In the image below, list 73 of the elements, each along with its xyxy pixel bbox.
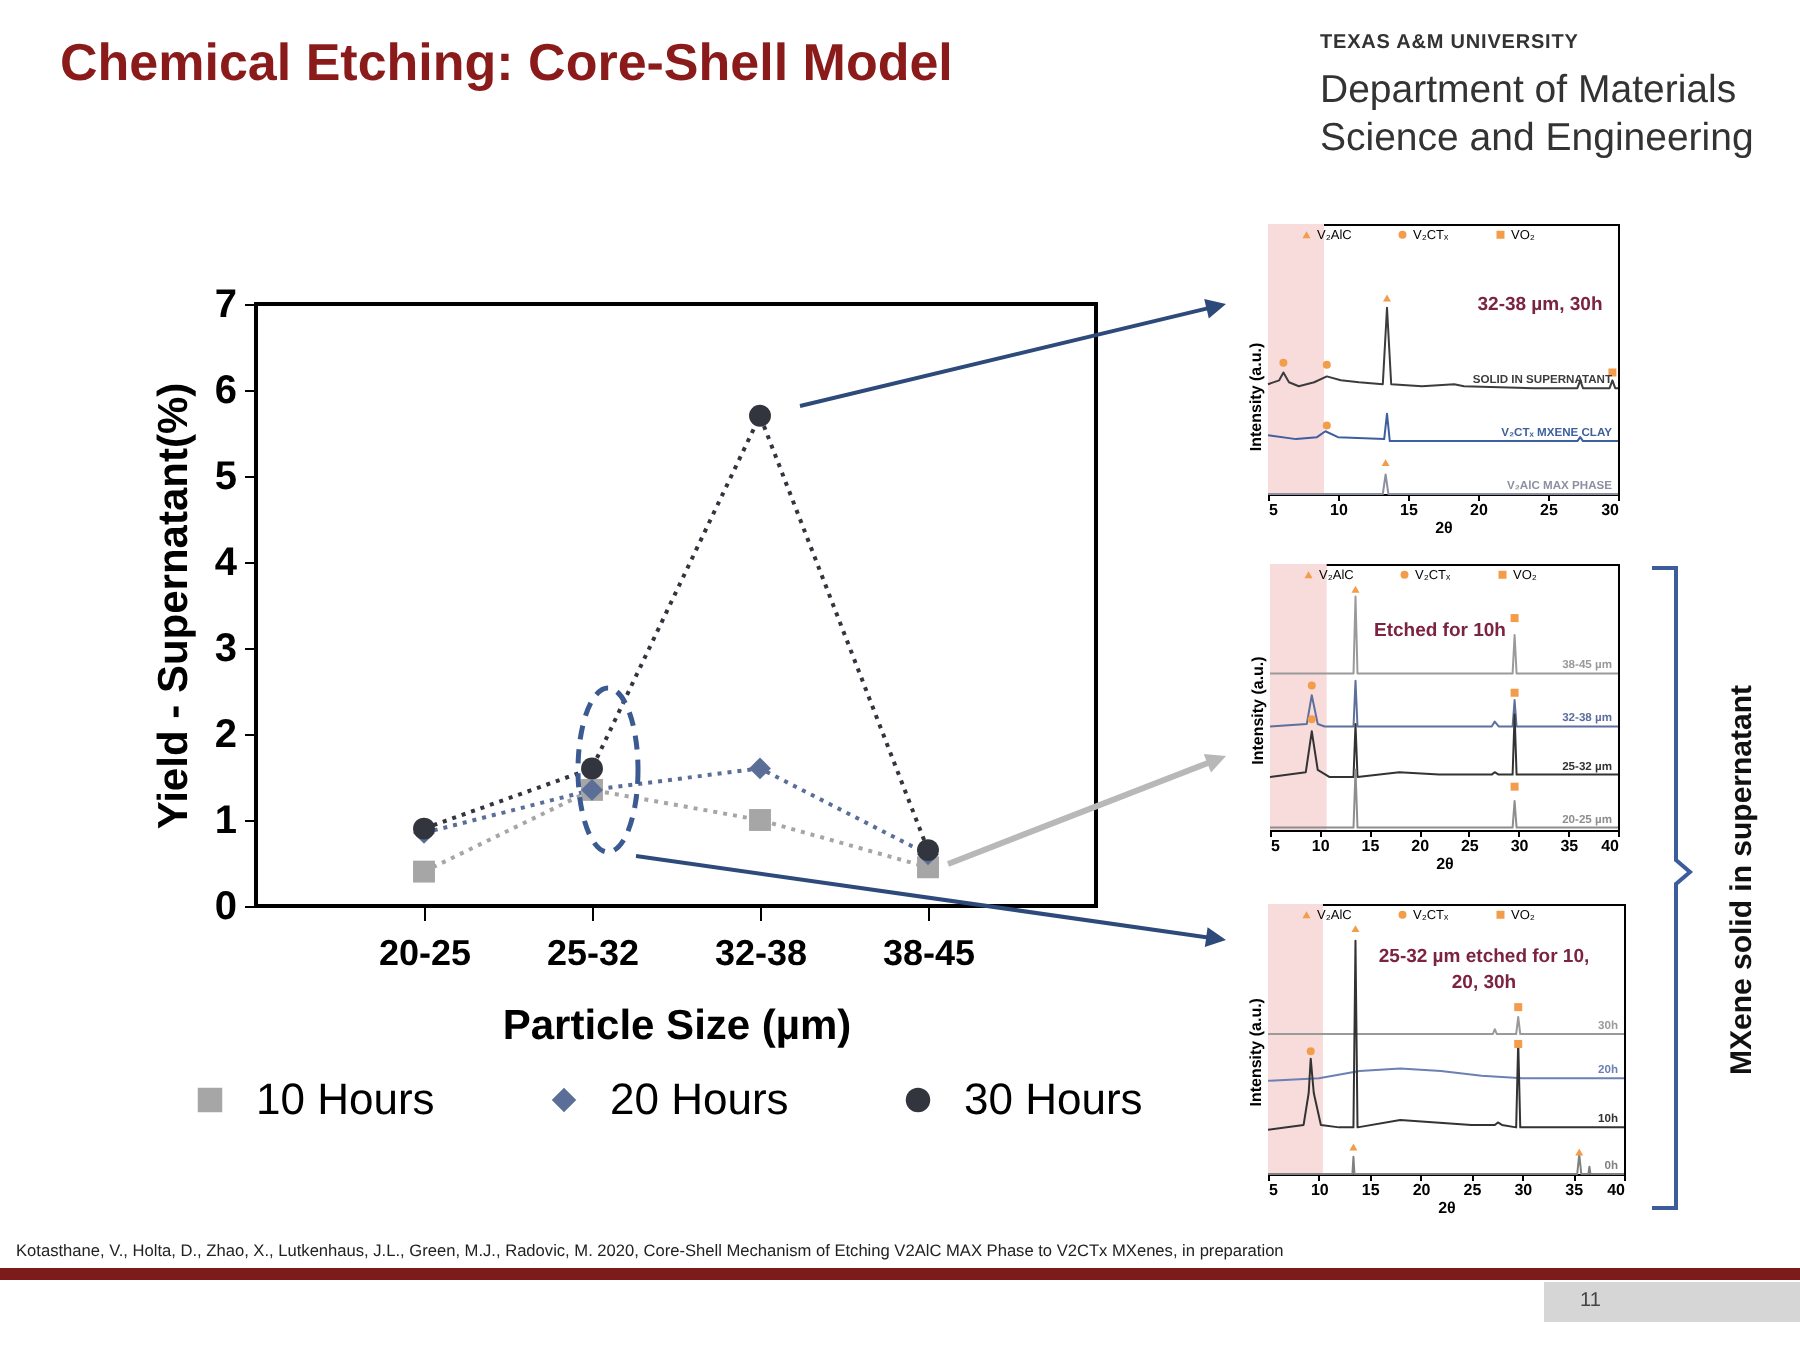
point bbox=[1351, 925, 1360, 933]
text: Kotasthane, V., Holta, D., Zhao, X., Lutkenhaus, J.L., Green, M.J., Radovic, M. 2020, Core-Shell Mechanism of Etching V2AlC MAX Phase to V2CTx MXenes, in preparation bbox=[16, 1240, 1284, 1260]
point bbox=[1514, 1039, 1523, 1048]
y-tick-label: 1 bbox=[214, 799, 237, 843]
x-axis-title: 2θ bbox=[1435, 519, 1453, 537]
x-tick-label: 5 bbox=[1269, 501, 1279, 519]
text: TEXAS A&M UNIVERSITY bbox=[1320, 32, 1579, 54]
x-axis-title: 2θ bbox=[1438, 1199, 1456, 1217]
point bbox=[1510, 614, 1519, 623]
text: Etched for 10h bbox=[1374, 620, 1507, 642]
x-tick-label: 35 bbox=[1565, 1181, 1585, 1199]
x-tick-label: 35 bbox=[1560, 837, 1580, 855]
point bbox=[1307, 681, 1316, 690]
x-tick-label: 38-45 bbox=[882, 933, 976, 973]
legend-label: 20 Hours bbox=[610, 1074, 789, 1124]
x-tick-label: 20 bbox=[1470, 501, 1489, 519]
x-axis-title: 2θ bbox=[1436, 855, 1454, 873]
y-tick-label: 3 bbox=[214, 627, 237, 671]
x-tick-label: 25 bbox=[1463, 1181, 1483, 1199]
y-tick-label: 7 bbox=[214, 283, 237, 327]
point bbox=[1510, 688, 1519, 697]
x-tick-label: 10 bbox=[1311, 837, 1331, 855]
y-tick-label: 2 bbox=[214, 713, 237, 757]
x-tick-label: 25-32 bbox=[546, 933, 640, 973]
y-tick-label: 0 bbox=[214, 885, 237, 929]
x-tick-label: 5 bbox=[1271, 837, 1281, 855]
point bbox=[413, 860, 435, 883]
x-tick-label: 32-38 bbox=[714, 933, 808, 973]
x-tick-label: 10 bbox=[1310, 1181, 1330, 1199]
chart-title: 32-38 µm, 30h bbox=[1477, 294, 1603, 316]
y-axis-title: Intensity (a.u.) bbox=[1247, 342, 1265, 452]
x-tick-label: 10 bbox=[1330, 501, 1349, 519]
chart-title: Chemical Etching: Core-Shell Model bbox=[60, 32, 953, 94]
point bbox=[1307, 715, 1316, 724]
x-tick-label: 25 bbox=[1540, 501, 1559, 519]
x-tick-label: 30 bbox=[1601, 501, 1621, 519]
legend-label: 30 Hours bbox=[964, 1074, 1143, 1124]
point bbox=[1381, 459, 1390, 467]
y-axis-title: Intensity (a.u.) bbox=[1249, 655, 1267, 765]
x-tick-label: 40 bbox=[1601, 837, 1621, 855]
point bbox=[1306, 1047, 1315, 1056]
x-axis-title: Particle Size (µm) bbox=[502, 1003, 852, 1049]
x-tick-label: 40 bbox=[1607, 1181, 1627, 1199]
point bbox=[1279, 358, 1288, 367]
x-tick-label: 15 bbox=[1400, 501, 1419, 519]
point bbox=[749, 757, 771, 780]
y-axis-title: Yield - Supernatant(%) bbox=[150, 382, 197, 830]
point bbox=[749, 809, 771, 831]
x-tick-label: 15 bbox=[1361, 837, 1381, 855]
x-tick-label: 15 bbox=[1361, 1181, 1381, 1199]
text: 25-32 µm etched for 10, 20, 30h bbox=[1378, 946, 1590, 994]
y-tick-label: 6 bbox=[214, 369, 237, 413]
y-axis-title: Intensity (a.u.) bbox=[1247, 997, 1265, 1107]
x-tick-label: 20-25 bbox=[378, 933, 472, 973]
point bbox=[1514, 1003, 1523, 1012]
text: 11 bbox=[1580, 1290, 1601, 1312]
point bbox=[1322, 360, 1331, 369]
text: MXene solid in supernatant bbox=[1725, 684, 1759, 1076]
point bbox=[1322, 421, 1331, 430]
x-tick-label: 20 bbox=[1411, 837, 1431, 855]
point bbox=[749, 404, 771, 427]
point bbox=[1608, 368, 1617, 377]
point bbox=[1510, 782, 1519, 791]
point bbox=[581, 757, 603, 780]
y-tick-label: 4 bbox=[214, 541, 239, 585]
x-tick-label: 25 bbox=[1460, 837, 1480, 855]
x-tick-label: 5 bbox=[1269, 1181, 1279, 1199]
x-tick-label: 30 bbox=[1510, 837, 1530, 855]
x-tick-label: 20 bbox=[1412, 1181, 1432, 1199]
point bbox=[1351, 585, 1360, 593]
legend-label: 10 Hours bbox=[256, 1074, 435, 1124]
x-tick-label: 30 bbox=[1514, 1181, 1534, 1199]
text: Department of Materials Science and Engineering bbox=[1320, 66, 1756, 162]
